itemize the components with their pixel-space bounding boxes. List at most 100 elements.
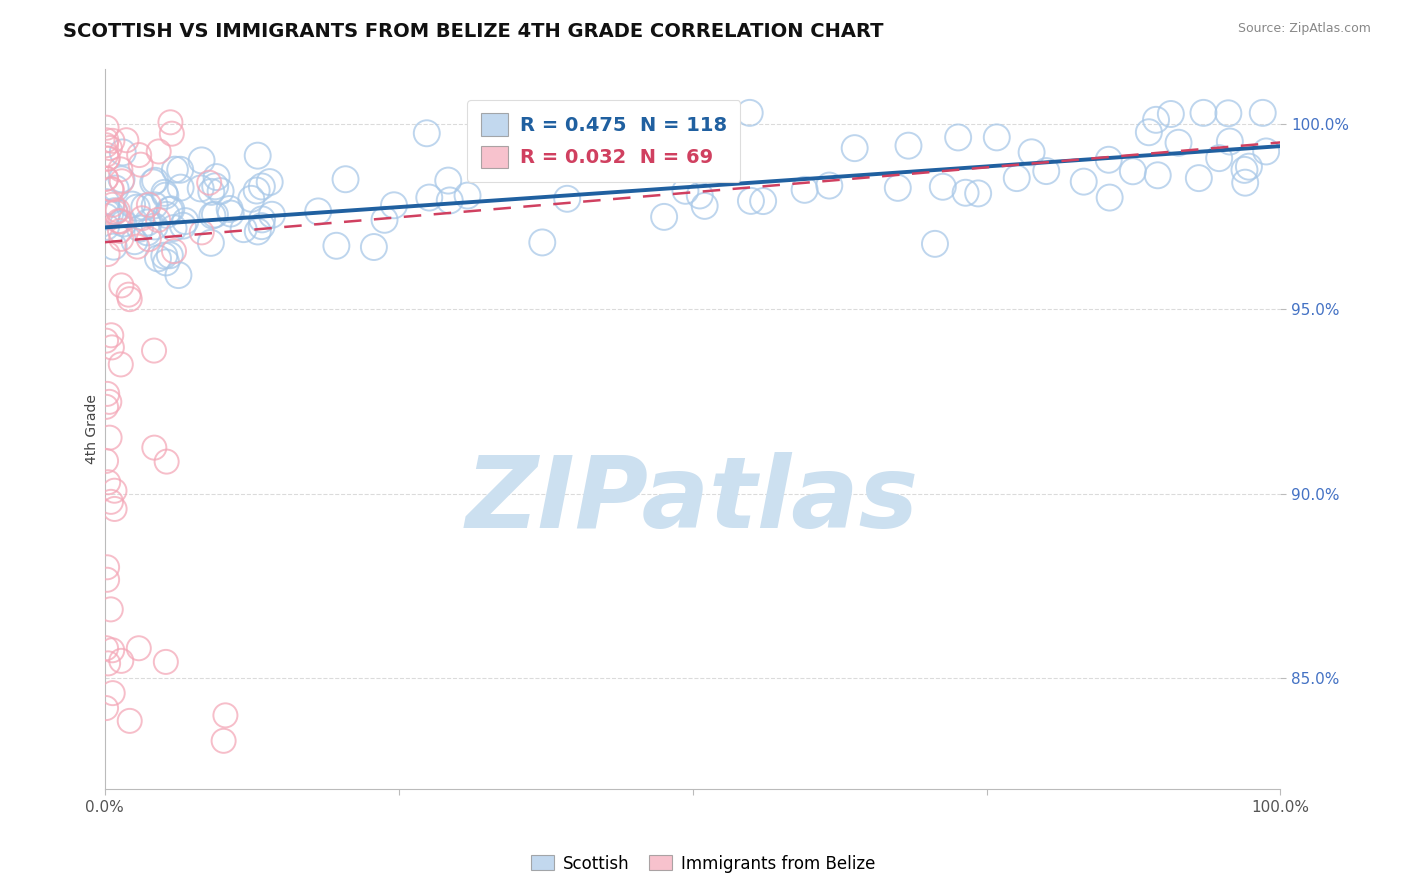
Point	[112, 217, 135, 231]
Point	[104, 181, 127, 195]
Point	[148, 145, 170, 159]
Point	[98, 141, 121, 155]
Point	[143, 219, 166, 234]
Point	[142, 176, 165, 190]
Point	[1219, 135, 1241, 149]
Point	[129, 221, 152, 235]
Point	[932, 179, 955, 194]
Point	[104, 205, 127, 219]
Point	[967, 186, 990, 201]
Point	[219, 206, 242, 220]
Point	[169, 180, 191, 194]
Point	[363, 240, 385, 254]
Point	[1098, 153, 1121, 167]
Point	[103, 240, 125, 254]
Point	[108, 224, 131, 238]
Point	[946, 130, 969, 145]
Point	[101, 340, 124, 354]
Point	[382, 198, 405, 212]
Point	[97, 152, 120, 166]
Point	[94, 195, 117, 210]
Point	[128, 641, 150, 656]
Point	[652, 210, 675, 224]
Point	[94, 172, 117, 186]
Point	[155, 255, 177, 269]
Point	[110, 162, 132, 177]
Point	[307, 204, 329, 219]
Y-axis label: 4th Grade: 4th Grade	[86, 394, 100, 464]
Point	[103, 483, 125, 498]
Point	[200, 235, 222, 250]
Point	[96, 152, 118, 166]
Point	[94, 454, 117, 468]
Point	[94, 148, 117, 162]
Point	[555, 192, 578, 206]
Point	[1208, 151, 1230, 165]
Point	[110, 358, 132, 372]
Point	[1021, 145, 1043, 160]
Point	[1073, 175, 1095, 189]
Point	[97, 657, 120, 671]
Point	[146, 213, 169, 227]
Point	[136, 225, 159, 239]
Point	[250, 212, 273, 227]
Point	[689, 188, 711, 202]
Point	[240, 192, 263, 206]
Point	[172, 219, 194, 233]
Point	[103, 204, 125, 219]
Point	[98, 395, 121, 409]
Point	[163, 162, 186, 177]
Point	[1256, 145, 1278, 159]
Point	[94, 334, 117, 348]
Point	[155, 188, 177, 202]
Legend: R = 0.475  N = 118, R = 0.032  N = 69: R = 0.475 N = 118, R = 0.032 N = 69	[467, 100, 741, 182]
Point	[100, 495, 122, 509]
Point	[110, 654, 132, 668]
Point	[752, 194, 775, 208]
Point	[155, 208, 177, 222]
Point	[955, 186, 977, 200]
Point	[94, 641, 117, 656]
Point	[250, 219, 273, 234]
Point	[97, 247, 120, 261]
Point	[143, 343, 166, 358]
Point	[887, 181, 910, 195]
Point	[138, 232, 160, 246]
Point	[214, 708, 236, 723]
Point	[143, 441, 166, 455]
Point	[146, 252, 169, 266]
Point	[110, 172, 132, 186]
Point	[190, 181, 212, 195]
Point	[472, 153, 495, 168]
Point	[531, 235, 554, 250]
Point	[259, 175, 281, 189]
Point	[124, 234, 146, 248]
Point	[1098, 190, 1121, 204]
Point	[125, 201, 148, 215]
Point	[198, 176, 221, 190]
Text: Source: ZipAtlas.com: Source: ZipAtlas.com	[1237, 22, 1371, 36]
Point	[246, 224, 269, 238]
Point	[1146, 169, 1168, 183]
Point	[1144, 112, 1167, 127]
Point	[163, 244, 186, 259]
Point	[204, 208, 226, 222]
Point	[121, 197, 143, 211]
Point	[1160, 107, 1182, 121]
Point	[1237, 160, 1260, 174]
Text: SCOTTISH VS IMMIGRANTS FROM BELIZE 4TH GRADE CORRELATION CHART: SCOTTISH VS IMMIGRANTS FROM BELIZE 4TH G…	[63, 22, 884, 41]
Point	[373, 212, 395, 227]
Point	[416, 126, 439, 140]
Point	[143, 174, 166, 188]
Point	[204, 179, 226, 194]
Point	[101, 134, 124, 148]
Point	[738, 106, 761, 120]
Point	[96, 573, 118, 587]
Point	[101, 183, 124, 197]
Point	[98, 206, 121, 220]
Point	[134, 200, 156, 214]
Point	[118, 714, 141, 728]
Point	[156, 455, 179, 469]
Point	[505, 146, 527, 161]
Point	[1192, 106, 1215, 120]
